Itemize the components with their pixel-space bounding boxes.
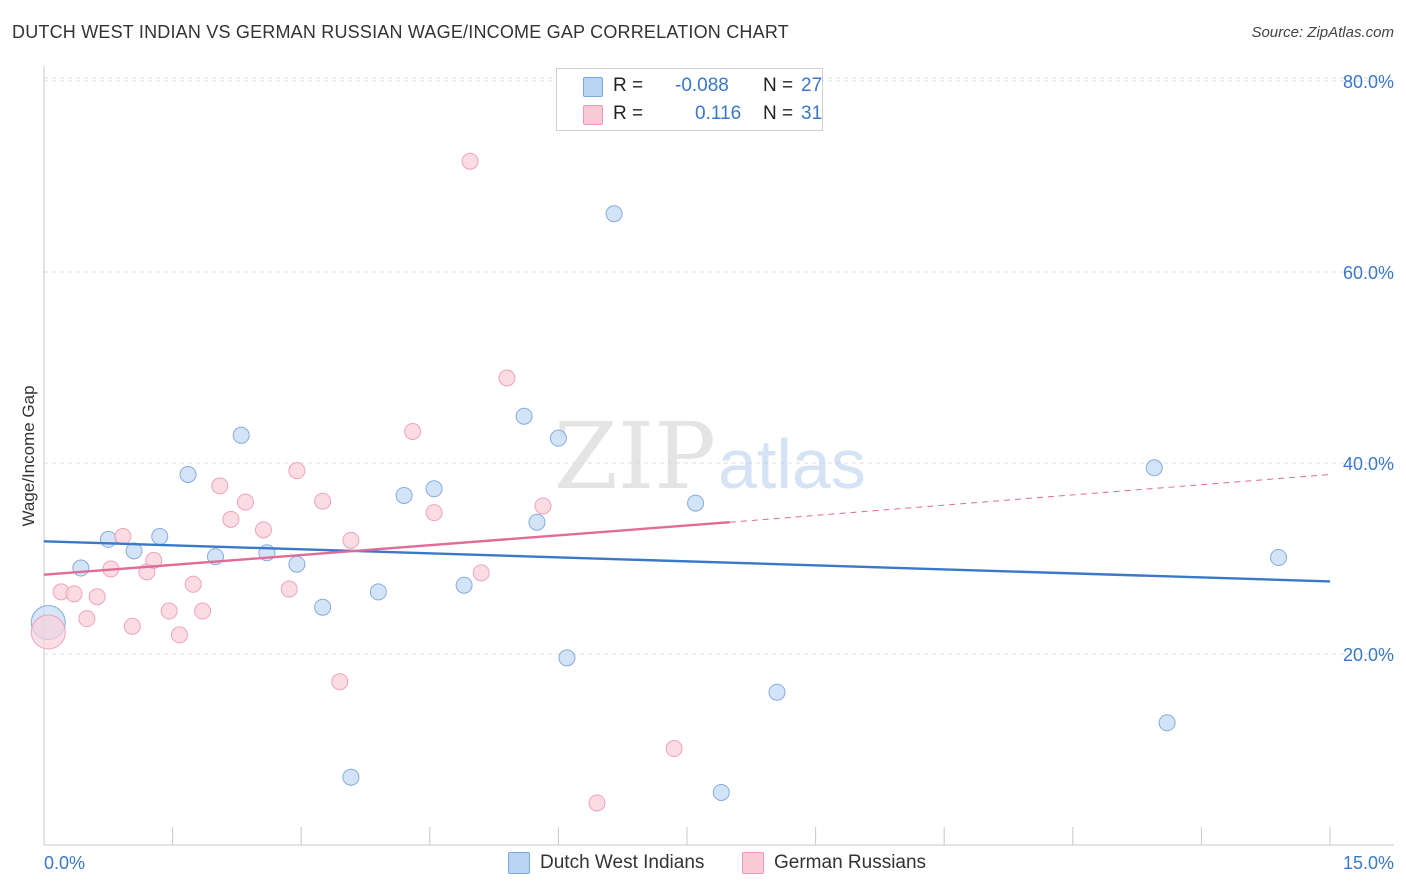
watermark-atlas: atlas <box>718 425 866 503</box>
point-dutch-west-indians <box>395 486 413 504</box>
source-label: Source: ZipAtlas.com <box>1251 24 1394 41</box>
point-german-russians <box>123 617 141 635</box>
series-label-dutch: Dutch West Indians <box>540 852 705 873</box>
point-dutch-west-indians <box>558 649 576 667</box>
legend-n-value: 31 <box>801 103 823 124</box>
series-swatch-german <box>742 852 764 874</box>
point-dutch-west-indians <box>179 465 197 483</box>
legend-r-value: 0.116 <box>695 103 742 124</box>
legend-swatch-dutch <box>583 77 603 97</box>
legend-n-value: 27 <box>801 75 823 96</box>
point-german-russians <box>254 521 272 539</box>
point-german-russians <box>472 564 490 582</box>
point-dutch-west-indians <box>455 576 473 594</box>
point-german-russians <box>342 531 360 549</box>
point-dutch-west-indians <box>1270 549 1288 567</box>
legend-swatch-german <box>583 105 603 125</box>
point-dutch-west-indians <box>768 683 786 701</box>
y-tick-label: 60.0% <box>1343 263 1394 283</box>
point-german-russians <box>404 422 422 440</box>
point-dutch-west-indians <box>1145 459 1163 477</box>
x-tick-label-min: 0.0% <box>44 853 85 873</box>
watermark-zip: ZIP <box>554 403 716 510</box>
point-dutch-west-indians <box>515 407 533 425</box>
point-german-russians <box>194 602 212 620</box>
point-german-russians <box>145 551 163 569</box>
point-dutch-west-indians <box>687 494 705 512</box>
watermark: ZIP atlas <box>554 403 866 510</box>
point-dutch-west-indians <box>151 528 169 546</box>
chart-title: DUTCH WEST INDIAN VS GERMAN RUSSIAN WAGE… <box>12 22 789 42</box>
point-dutch-west-indians <box>99 530 117 548</box>
legend-r-label: R = <box>613 103 644 124</box>
point-german-russians <box>425 504 443 522</box>
y-axis-label: Wage/Income Gap <box>19 385 38 526</box>
point-german-russians <box>184 575 202 593</box>
point-german-russians <box>588 794 606 812</box>
point-german-russians <box>288 462 306 480</box>
point-german-russians <box>88 588 106 606</box>
point-german-russians <box>498 369 516 387</box>
point-german-russians <box>211 477 229 495</box>
stats-legend: R = -0.088 N = 27 R = 0.116 N = 31 <box>556 68 823 131</box>
point-dutch-west-indians <box>528 513 546 531</box>
point-german-russians <box>280 580 298 598</box>
point-german-russians <box>160 602 178 620</box>
y-tick-labels: 20.0% 40.0% 60.0% 80.0% <box>1343 72 1394 665</box>
x-tick-label-max: 15.0% <box>1343 853 1394 873</box>
point-german-russians <box>222 510 240 528</box>
point-german-russians <box>665 740 683 758</box>
point-dutch-west-indians <box>605 205 623 223</box>
point-german-russians <box>78 610 96 628</box>
series-label-german: German Russians <box>774 852 927 873</box>
trend-lines <box>43 473 1331 583</box>
point-dutch-west-indians <box>1158 714 1176 732</box>
y-tick-label: 40.0% <box>1343 454 1394 474</box>
y-tick-label: 80.0% <box>1343 72 1394 92</box>
point-dutch-west-indians <box>232 426 250 444</box>
trend-line-dutch-west-indians <box>43 540 1331 583</box>
grid-lines <box>44 77 1394 655</box>
legend-n-label: N = <box>763 75 794 96</box>
point-german-russians <box>170 626 188 644</box>
series-legend: Dutch West Indians German Russians <box>0 852 1406 878</box>
point-german-russians <box>65 585 83 603</box>
point-german-russians <box>114 528 132 546</box>
point-dutch-west-indians <box>314 598 332 616</box>
point-dutch-west-indians <box>288 555 306 573</box>
legend-r-value: -0.088 <box>675 75 729 96</box>
legend-r-label: R = <box>613 75 644 96</box>
y-tick-label: 20.0% <box>1343 645 1394 665</box>
trend-line-german-russians-extension <box>729 473 1331 523</box>
point-dutch-west-indians <box>549 429 567 447</box>
axes <box>43 66 1394 846</box>
series-swatch-dutch <box>508 852 530 874</box>
point-german-russians <box>461 152 479 170</box>
point-german-russians <box>534 497 552 515</box>
point-dutch-west-indians <box>125 542 143 560</box>
point-german-russians <box>331 673 349 691</box>
point-german-russians <box>314 492 332 510</box>
point-dutch-west-indians <box>425 480 443 498</box>
trend-line-german-russians <box>43 521 730 576</box>
point-dutch-west-indians <box>369 583 387 601</box>
point-german-russians <box>30 614 66 650</box>
point-dutch-west-indians <box>342 768 360 786</box>
point-dutch-west-indians <box>712 783 730 801</box>
point-german-russians <box>236 493 254 511</box>
legend-n-label: N = <box>763 103 794 124</box>
point-dutch-west-indians <box>72 559 90 577</box>
